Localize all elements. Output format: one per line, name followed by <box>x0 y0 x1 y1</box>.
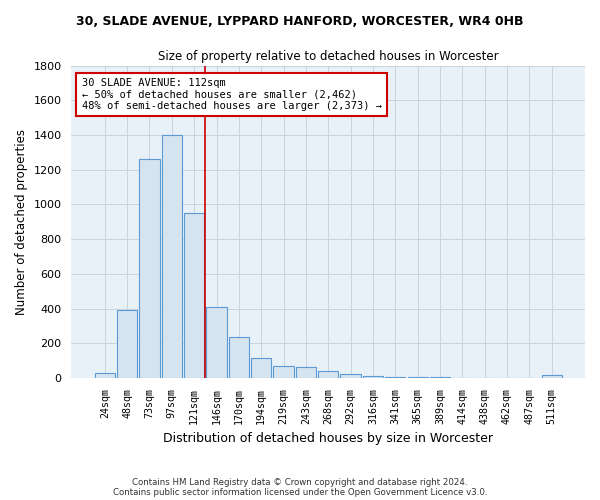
Text: 30, SLADE AVENUE, LYPPARD HANFORD, WORCESTER, WR4 0HB: 30, SLADE AVENUE, LYPPARD HANFORD, WORCE… <box>76 15 524 28</box>
Bar <box>229 337 249 378</box>
Title: Size of property relative to detached houses in Worcester: Size of property relative to detached ho… <box>158 50 499 63</box>
Bar <box>162 135 182 378</box>
Text: Contains HM Land Registry data © Crown copyright and database right 2024.
Contai: Contains HM Land Registry data © Crown c… <box>113 478 487 497</box>
Text: 30 SLADE AVENUE: 112sqm
← 50% of detached houses are smaller (2,462)
48% of semi: 30 SLADE AVENUE: 112sqm ← 50% of detache… <box>82 78 382 112</box>
Bar <box>139 160 160 378</box>
Bar <box>363 376 383 378</box>
Bar <box>542 376 562 378</box>
Y-axis label: Number of detached properties: Number of detached properties <box>15 128 28 315</box>
Bar <box>407 377 428 378</box>
Bar <box>385 376 405 378</box>
X-axis label: Distribution of detached houses by size in Worcester: Distribution of detached houses by size … <box>163 432 493 445</box>
Bar <box>117 310 137 378</box>
Bar <box>251 358 271 378</box>
Bar <box>184 213 204 378</box>
Bar <box>95 372 115 378</box>
Bar <box>318 370 338 378</box>
Bar <box>206 307 227 378</box>
Bar <box>340 374 361 378</box>
Bar <box>274 366 293 378</box>
Bar <box>296 366 316 378</box>
